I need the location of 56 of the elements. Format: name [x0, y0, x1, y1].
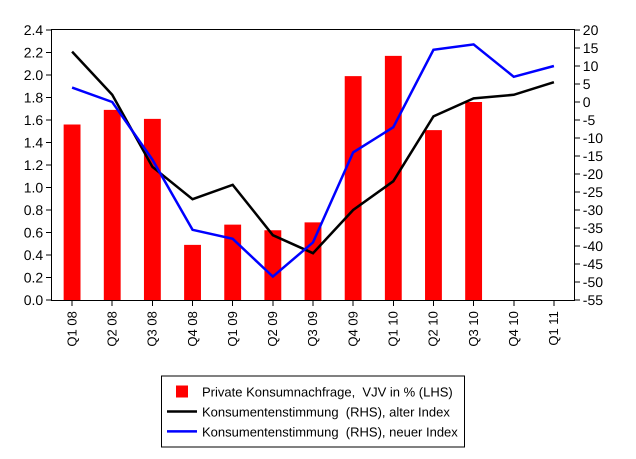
bar	[184, 244, 201, 300]
y2-tick-label: -30	[582, 202, 604, 218]
x-tick-label: Q1 08	[64, 311, 80, 347]
bar	[264, 230, 282, 300]
x-tick-label: Q2 09	[265, 311, 280, 347]
y-tick-label: 0.2	[24, 269, 44, 286]
bar	[465, 102, 482, 300]
y-tick-label: 1.8	[24, 89, 44, 106]
y2-tick-label: -5	[582, 112, 596, 128]
x-tick-label: Q4 10	[506, 311, 521, 347]
legend-label: Konsumentenstimmung (RHS), alter Index	[202, 404, 450, 420]
y-tick-label: 2.0	[24, 66, 44, 83]
y-tick-label: 0.0	[24, 292, 44, 308]
x-tick-label: Q1 09	[224, 311, 240, 347]
y2-tick-label: -55	[582, 292, 604, 308]
y2-tick-label: 20	[582, 22, 599, 38]
x-tick-label: Q1 11	[546, 311, 562, 346]
bar	[104, 110, 121, 300]
y-tick-label: 1.0	[24, 179, 44, 196]
y2-tick-label: -35	[582, 220, 604, 236]
x-tick-label: Q4 09	[345, 311, 360, 347]
y-tick-label: 2.2	[24, 44, 44, 60]
legend-label: Konsumentenstimmung (RHS), neuer Index	[202, 424, 458, 440]
bar	[384, 56, 402, 300]
y-tick-label: 0.4	[24, 246, 44, 263]
y2-tick-label: -50	[582, 274, 604, 290]
y-tick-label: 1.2	[24, 156, 44, 173]
y2-tick-label: 10	[582, 58, 599, 74]
y-tick-label: 2.4	[24, 22, 44, 38]
bar	[344, 76, 362, 300]
legend-label: Private Konsumnachfrage, VJV in % (LHS)	[202, 384, 453, 400]
x-tick-label: Q3 10	[466, 311, 481, 347]
bar	[425, 130, 442, 300]
y2-tick-label: -40	[582, 238, 604, 254]
x-tick-label: Q3 08	[144, 311, 160, 347]
y-tick-label: 1.4	[24, 134, 44, 150]
x-tick-label: Q4 08	[184, 311, 200, 347]
bar	[224, 224, 242, 300]
y-tick-label: 0.8	[24, 202, 44, 218]
y2-tick-label: -25	[582, 184, 604, 200]
bar	[144, 118, 161, 300]
x-tick-label: Q2 10	[426, 311, 441, 347]
bar	[64, 124, 81, 300]
y-tick-label: 1.6	[24, 112, 44, 128]
bar	[304, 222, 322, 300]
y2-tick-label: -20	[582, 166, 604, 182]
y2-tick-label: 0	[582, 94, 591, 110]
y2-tick-label: -15	[582, 148, 604, 164]
y2-tick-label: 15	[582, 40, 599, 56]
x-tick-label: Q1 10	[386, 311, 401, 347]
y2-tick-label: 5	[582, 76, 591, 92]
x-tick-label: Q3 09	[305, 311, 320, 347]
y-tick-label: 0.6	[24, 224, 44, 240]
x-tick-label: Q2 08	[104, 311, 120, 347]
y2-tick-label: -10	[582, 130, 604, 146]
y2-tick-label: -45	[582, 256, 604, 272]
